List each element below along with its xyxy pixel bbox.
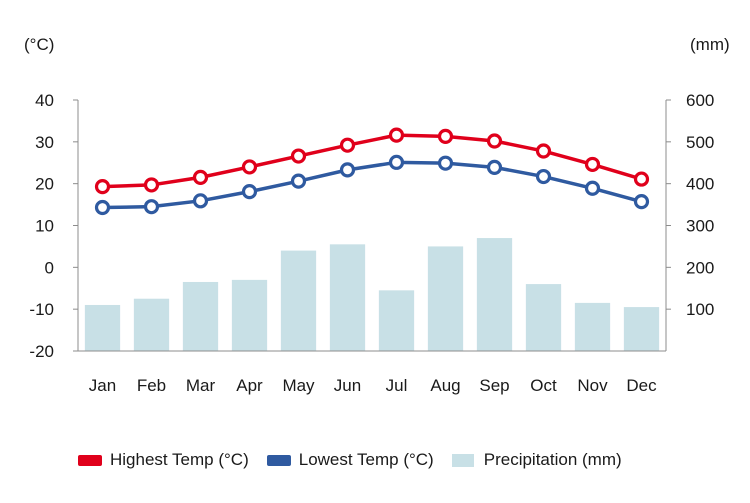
x-tick-label: Mar <box>186 376 216 395</box>
lowest-temp-point <box>143 199 160 215</box>
lowest-temp-point <box>633 194 650 210</box>
x-tick-label: Jun <box>334 376 361 395</box>
precipitation-bar <box>525 284 562 351</box>
precipitation-bar <box>329 244 366 351</box>
x-tick-label: Aug <box>430 376 460 395</box>
legend: Highest Temp (°C) Lowest Temp (°C) Preci… <box>78 450 640 470</box>
lowest-temp-point <box>486 159 503 175</box>
precipitation-bar <box>476 238 513 351</box>
legend-swatch-highest <box>78 454 102 466</box>
left-tick-label: 10 <box>35 217 54 236</box>
left-tick-label: 0 <box>45 258 54 277</box>
legend-swatch-precipitation <box>451 453 474 467</box>
right-tick-label: 300 <box>686 217 714 236</box>
lowest-temp-point <box>535 168 552 185</box>
lowest-temp-point <box>388 154 405 170</box>
right-tick-label: 600 <box>686 91 714 110</box>
precipitation-bar <box>427 246 464 351</box>
highest-temp-line <box>102 133 643 189</box>
lowest-temp-point <box>241 184 258 200</box>
temperature-lines <box>94 127 650 216</box>
precipitation-bar <box>623 307 660 351</box>
lowest-temp-point <box>584 180 601 196</box>
lowest-temp-point <box>290 173 307 189</box>
precipitation-bar <box>574 302 611 351</box>
legend-swatch-lowest <box>266 454 291 466</box>
lowest-temp-point <box>94 199 111 216</box>
lowest-temp-point <box>339 162 356 178</box>
axes <box>73 99 671 352</box>
lowest-temp-line <box>102 160 642 210</box>
precipitation-bar <box>231 279 268 351</box>
precipitation-bars <box>84 238 660 351</box>
highest-temp-point <box>584 156 601 173</box>
legend-item-precipitation: Precipitation (mm) <box>451 450 622 470</box>
left-tick-label: -10 <box>29 300 54 319</box>
x-tick-label: Oct <box>530 376 557 395</box>
lowest-temp-point <box>192 193 209 209</box>
highest-temp-point <box>290 148 307 164</box>
x-tick-label: Sep <box>479 376 509 395</box>
highest-temp-point <box>437 128 454 144</box>
left-axis-unit: (°C) <box>24 35 54 54</box>
x-tick-label: Feb <box>137 376 166 395</box>
precipitation-bar <box>280 250 317 351</box>
highest-temp-point <box>535 143 552 159</box>
right-tick-label: 500 <box>686 133 714 152</box>
right-axis-unit: (mm) <box>690 35 730 54</box>
precipitation-bar <box>182 281 219 351</box>
highest-temp-point <box>633 171 650 187</box>
highest-temp-point <box>339 137 356 153</box>
legend-label-precipitation: Precipitation (mm) <box>483 450 622 469</box>
left-tick-label: 20 <box>35 175 54 194</box>
x-tick-label: Nov <box>577 376 608 395</box>
legend-item-lowest: Lowest Temp (°C) <box>266 450 434 470</box>
left-tick-label: 40 <box>35 91 54 110</box>
legend-label-highest: Highest Temp (°C) <box>110 450 249 469</box>
x-tick-label: May <box>282 376 315 395</box>
x-tick-label: Apr <box>236 376 263 395</box>
precipitation-bar <box>84 304 121 351</box>
right-tick-label: 100 <box>686 300 714 319</box>
highest-temp-point <box>486 133 503 149</box>
highest-temp-point <box>143 177 160 193</box>
precipitation-bar <box>378 290 415 351</box>
left-tick-label: -20 <box>29 342 54 361</box>
highest-temp-point <box>94 178 111 195</box>
precipitation-bar <box>133 298 170 351</box>
highest-temp-point <box>192 169 209 185</box>
left-tick-label: 30 <box>35 133 54 152</box>
highest-temp-point <box>388 127 405 143</box>
right-tick-label: 200 <box>686 258 714 277</box>
legend-item-highest: Highest Temp (°C) <box>78 450 249 470</box>
lowest-temp-point <box>437 155 454 171</box>
legend-label-lowest: Lowest Temp (°C) <box>298 450 434 469</box>
x-tick-label: Jul <box>386 376 408 395</box>
x-tick-label: Jan <box>89 376 116 395</box>
x-tick-label: Dec <box>626 376 657 395</box>
highest-temp-point <box>241 159 258 175</box>
right-tick-label: 400 <box>686 175 714 194</box>
